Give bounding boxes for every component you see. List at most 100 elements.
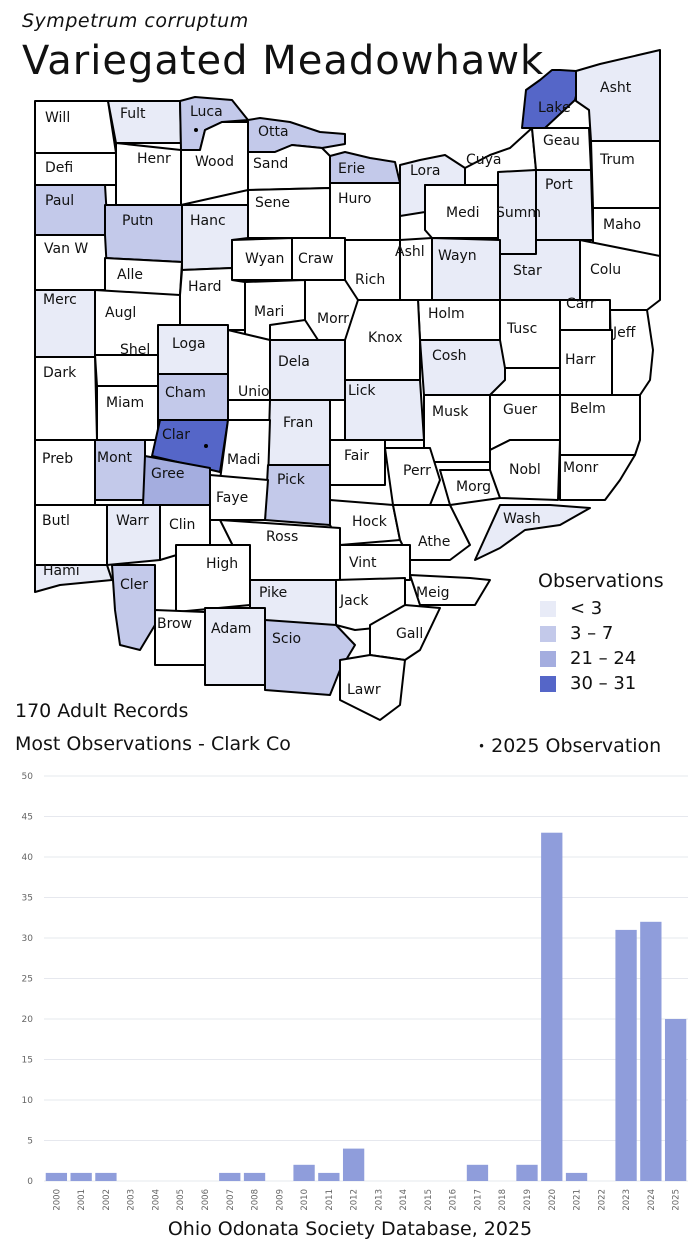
x-tick-label: 2002	[102, 1189, 112, 1211]
bar-2000	[45, 1172, 68, 1181]
county-label-hard: Hard	[188, 279, 222, 295]
y-tick-label: 25	[22, 975, 33, 985]
county-label-dark: Dark	[43, 365, 77, 381]
records-count: 170 Adult Records	[15, 700, 189, 722]
county-preb	[34, 439, 96, 506]
county-label-gree: Gree	[151, 466, 185, 482]
county-label-vint: Vint	[349, 555, 377, 571]
y-tick-label: 35	[22, 894, 33, 904]
county-label-preb: Preb	[42, 451, 73, 467]
legend-label: 30 – 31	[570, 673, 637, 694]
county-perr	[384, 447, 441, 506]
county-label-carr: Carr	[566, 296, 596, 312]
x-tick-label: 2019	[523, 1189, 533, 1211]
x-tick-label: 2014	[399, 1189, 409, 1211]
county-lake	[521, 69, 581, 129]
scientific-name: Sympetrum corruptum	[22, 10, 249, 32]
x-tick-label: 2022	[597, 1189, 607, 1211]
county-label-loga: Loga	[172, 336, 206, 352]
y-tick-label: 40	[22, 853, 34, 863]
county-monr	[559, 454, 636, 501]
county-label-wayn: Wayn	[438, 248, 477, 264]
x-tick-label: 2021	[573, 1189, 583, 1211]
county-label-ashl: Ashl	[395, 244, 425, 260]
county-label-guer: Guer	[503, 402, 537, 418]
legend-swatch	[540, 626, 556, 642]
bar-2025	[664, 1019, 687, 1181]
bar-2021	[565, 1172, 588, 1181]
county-label-will: Will	[45, 110, 70, 126]
county-label-ross: Ross	[266, 529, 298, 545]
county-label-sene: Sene	[255, 195, 290, 211]
county-label-putn: Putn	[122, 213, 153, 229]
county-madi	[219, 419, 271, 481]
county-lawr	[339, 654, 406, 721]
bar-2011	[318, 1172, 340, 1181]
county-label-fran: Fran	[283, 415, 313, 431]
county-hock	[329, 499, 401, 546]
legend-item-lt3: < 3	[540, 598, 602, 619]
county-label-wood: Wood	[195, 154, 234, 170]
bar-2024	[640, 921, 662, 1181]
county-label-clin: Clin	[169, 517, 195, 533]
x-tick-label: 2009	[275, 1189, 285, 1211]
legend-item-30to31: 30 – 31	[540, 673, 637, 694]
county-label-jack: Jack	[339, 593, 369, 609]
legend-swatch	[540, 651, 556, 667]
x-tick-label: 2017	[473, 1189, 483, 1211]
county-label-morr: Morr	[317, 311, 349, 327]
county-clar	[151, 419, 229, 473]
county-label-lora: Lora	[410, 163, 440, 179]
x-tick-label: 2005	[176, 1189, 186, 1211]
y-tick-label: 45	[22, 813, 33, 823]
county-adam	[204, 607, 266, 686]
legend-label: 3 – 7	[570, 623, 614, 644]
county-label-unio: Unio	[238, 384, 270, 400]
bar-2010	[293, 1164, 315, 1181]
county-dela	[269, 339, 346, 401]
most-observations: Most Observations - Clark Co	[15, 733, 291, 755]
county-label-cham: Cham	[165, 385, 206, 401]
county-label-monr: Monr	[563, 460, 599, 476]
bar-2001	[70, 1172, 92, 1181]
county-label-hami: Hami	[43, 563, 80, 579]
observation-2025-label: 2025 Observation	[491, 735, 662, 757]
x-tick-label: 2020	[548, 1189, 558, 1211]
county-label-henr: Henr	[137, 151, 171, 167]
x-tick-label: 2000	[52, 1189, 62, 1211]
county-label-alle: Alle	[117, 267, 143, 283]
county-label-meig: Meig	[416, 585, 449, 601]
county-label-athe: Athe	[418, 534, 450, 550]
source-credit: Ohio Odonata Society Database, 2025	[167, 1218, 533, 1240]
county-label-madi: Madi	[227, 452, 260, 468]
county-label-brow: Brow	[157, 616, 192, 632]
county-label-pick: Pick	[277, 472, 306, 488]
county-label-clar: Clar	[162, 427, 190, 443]
county-label-butl: Butl	[42, 513, 70, 529]
county-label-star: Star	[513, 263, 542, 279]
y-tick-label: 50	[22, 772, 34, 782]
bar-2007	[219, 1172, 241, 1181]
x-tick-label: 2001	[77, 1189, 87, 1211]
county-label-perr: Perr	[403, 463, 431, 479]
legend-title: Observations	[538, 570, 664, 592]
county-label-lick: Lick	[348, 383, 376, 399]
x-tick-label: 2023	[622, 1189, 632, 1211]
observation-2025-dot-luca	[194, 128, 198, 132]
county-geau	[531, 127, 592, 171]
county-label-belm: Belm	[570, 401, 606, 417]
county-mont	[94, 439, 146, 501]
legend-swatch	[540, 676, 556, 692]
county-label-morg: Morg	[456, 479, 491, 495]
county-label-craw: Craw	[298, 251, 334, 267]
county-label-paul: Paul	[45, 193, 74, 209]
bar-2017	[466, 1164, 489, 1181]
county-jeff	[609, 309, 654, 396]
observation-2025-key: • 2025 Observation	[478, 735, 661, 757]
county-label-gall: Gall	[396, 626, 423, 642]
observation-marker-icon: •	[478, 739, 486, 754]
x-tick-label: 2010	[300, 1189, 310, 1211]
observation-2025-dot-clar	[204, 444, 208, 448]
county-label-augl: Augl	[105, 305, 136, 321]
